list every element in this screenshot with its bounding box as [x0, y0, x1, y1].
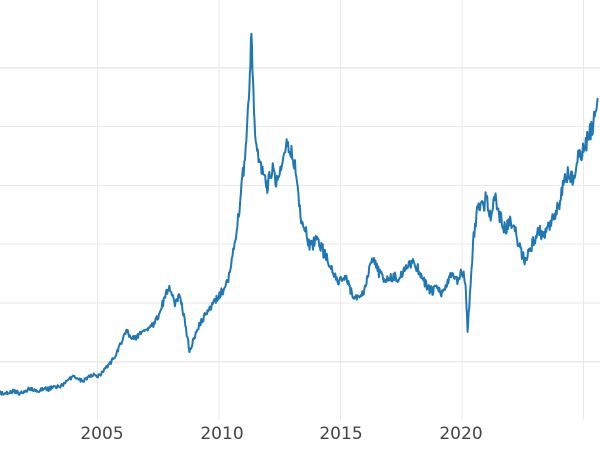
horizontal-gridlines: [0, 67, 600, 363]
line-chart-svg: [0, 0, 600, 420]
plot-area: [0, 0, 600, 420]
vertical-gridlines: [97, 0, 585, 420]
price-line-series: [0, 32, 599, 396]
x-tick-label-2005: 2005: [80, 424, 124, 444]
x-tick-label-2015: 2015: [319, 424, 363, 444]
x-tick-label-2010: 2010: [200, 424, 244, 444]
x-axis: 2005 2010 2015 2020: [0, 420, 600, 450]
x-tick-label-2020: 2020: [439, 424, 483, 444]
